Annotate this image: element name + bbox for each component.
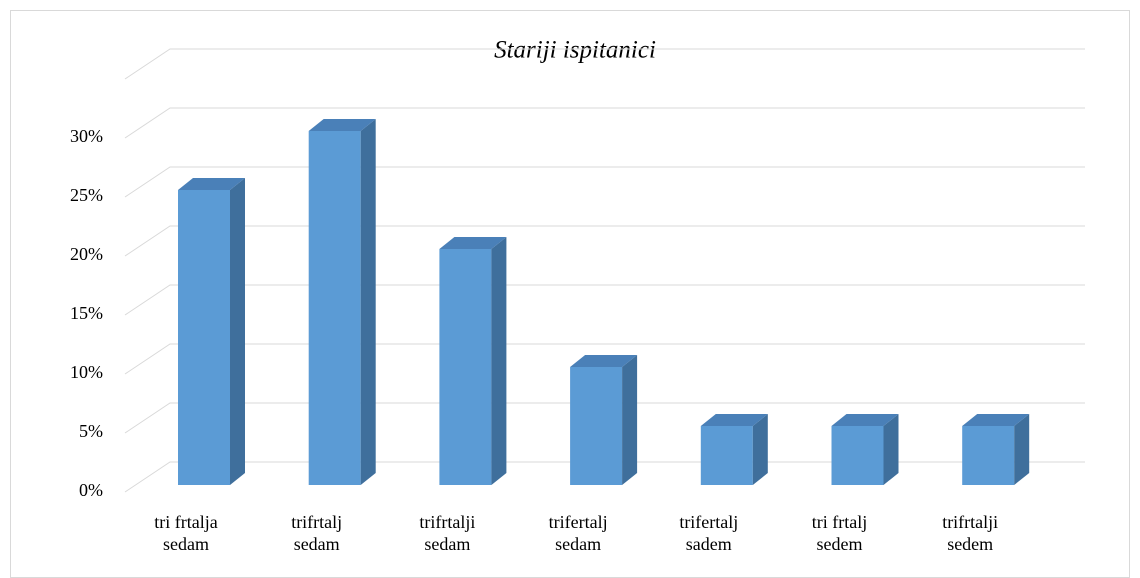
bar-top xyxy=(178,178,245,190)
x-tick-label: tri frtalja sedam xyxy=(154,512,218,554)
bar-top xyxy=(700,414,768,426)
bar-top xyxy=(831,414,899,426)
y-tick-label: 15% xyxy=(70,303,103,323)
x-tick-label: trifertalj sadem xyxy=(679,512,739,554)
y-tick-label: 0% xyxy=(79,480,103,500)
y-tick-label: 10% xyxy=(70,362,103,382)
bar-side xyxy=(883,414,899,485)
bar xyxy=(962,426,1015,485)
y-tick-label: 5% xyxy=(79,421,103,441)
bar-side xyxy=(360,119,376,485)
bar-side xyxy=(1014,414,1030,485)
grid-line xyxy=(124,284,1085,316)
chart-title: Stariji ispitanici xyxy=(494,37,656,64)
grid-line xyxy=(124,402,1085,434)
bar xyxy=(831,426,884,485)
bar-side xyxy=(622,355,638,485)
bar-top xyxy=(308,119,376,131)
y-tick-label: 30% xyxy=(70,126,103,146)
x-tick-label: trifrtalji sedem xyxy=(942,512,999,554)
y-tick-label: 20% xyxy=(70,244,103,264)
bar xyxy=(439,249,492,485)
x-tick-label: tri frtalj sedem xyxy=(811,512,868,554)
grid-line xyxy=(124,166,1085,198)
x-tick-label: trifrtalj sedam xyxy=(291,512,343,554)
bar-top xyxy=(439,237,507,249)
grid-line xyxy=(124,343,1085,375)
bar-side xyxy=(752,414,768,485)
grid-line xyxy=(124,225,1085,257)
grid-line xyxy=(124,461,1085,493)
bar-top xyxy=(962,414,1030,426)
bar-top xyxy=(570,355,638,367)
bar-side xyxy=(491,237,507,485)
bar xyxy=(308,131,361,485)
x-tick-label: trifertalj sedam xyxy=(548,512,608,554)
grid-line xyxy=(124,107,1085,139)
bar xyxy=(570,367,623,485)
bar-side xyxy=(230,178,245,485)
x-tick-label: trifrtalji sedam xyxy=(419,512,476,554)
y-tick-label: 25% xyxy=(70,185,103,205)
grid-line xyxy=(124,48,1085,80)
bar xyxy=(178,190,230,485)
bar xyxy=(700,426,753,485)
